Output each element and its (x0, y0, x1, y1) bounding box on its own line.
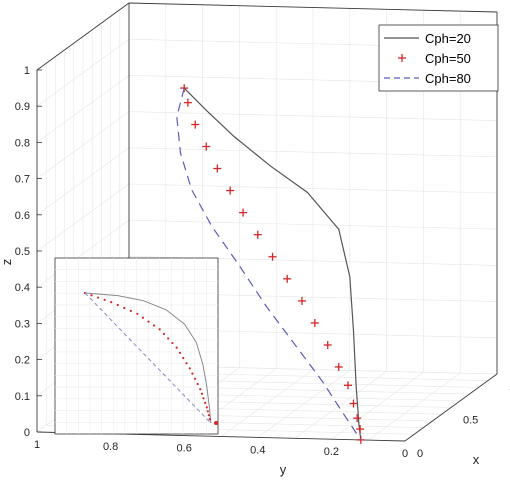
series-cph50-marker (268, 252, 277, 261)
x-tick-label: 0.5 (463, 415, 478, 427)
z-axis-label: z (0, 259, 14, 266)
y-tick-label: 0.4 (250, 444, 265, 456)
grid-line-floor-y (368, 372, 461, 441)
inset-cph50-marker (90, 294, 93, 297)
inset-cph50-marker (206, 410, 209, 413)
series-cph50-marker (239, 208, 248, 217)
legend: Cph=20 Cph=50 Cph=80 (378, 24, 499, 92)
inset-cph50-marker (182, 356, 185, 360)
legend-swatch-cph50 (398, 54, 406, 62)
legend-label-cph50: Cph=50 (425, 51, 471, 66)
series-cph50-marker (323, 340, 332, 349)
inset-plot (54, 257, 219, 435)
inset-cph50-marker (136, 312, 139, 315)
series-cph50-marker (202, 142, 211, 151)
x-tick-label: 0 (417, 448, 423, 460)
inset-cph50-marker (208, 418, 211, 421)
inset-cph50-marker (167, 337, 170, 340)
box-edge-top-side (128, 2, 498, 13)
inset-cph50-marker (205, 406, 208, 409)
z-tick-label: 0.8 (15, 137, 30, 149)
z-tick-label: 0.6 (15, 210, 30, 222)
inset-cph50-marker (97, 296, 100, 299)
series-cph50-marker (334, 362, 343, 371)
inset-cph50-marker (199, 388, 202, 391)
series-cph50-marker (191, 120, 200, 129)
series-cph50-marker (226, 186, 235, 195)
inset-cph50-marker (207, 414, 210, 417)
grid-line-floor-y (294, 371, 387, 439)
inset-cph50-marker (103, 298, 106, 301)
inset-cph50-marker (202, 397, 205, 400)
box-edge-top-back (36, 2, 130, 71)
series-cph20-line (183, 87, 362, 440)
series-cph50-marker (297, 296, 306, 305)
axis-edge-x (404, 373, 498, 442)
series-cph50-marker (343, 381, 352, 390)
y-axis-label: y (280, 462, 287, 477)
series-cph50-marker (213, 164, 222, 173)
inset-cph50-marker (196, 382, 199, 386)
inset-series (83, 291, 218, 425)
z-tick-label: 0.5 (15, 246, 30, 258)
series-cph50-marker (183, 98, 192, 107)
series-cph50-marker (283, 274, 292, 283)
z-tick-label: 1 (24, 65, 30, 77)
inset-grid (55, 258, 218, 434)
y-tick-label: 0 (402, 448, 408, 460)
inset-cph80-line (84, 292, 212, 424)
grid-line-floor-y (331, 371, 424, 440)
inset-cph50-marker (185, 362, 188, 365)
inset-cph50-marker (141, 316, 145, 319)
series-layer (176, 84, 365, 444)
z-tick-label: 0.3 (15, 318, 30, 330)
inset-cph50-marker (123, 306, 126, 310)
series-cph50-marker (356, 435, 365, 444)
series-cph50-marker (356, 425, 365, 434)
y-tick-label: 0.8 (103, 441, 118, 453)
legend-label-cph80: Cph=80 (425, 71, 471, 86)
grid-line-floor-y (257, 370, 350, 438)
series-cph80-line (176, 87, 362, 441)
y-tick-label: 1 (34, 439, 40, 451)
inset-cph50-marker (178, 351, 182, 354)
series-cph50-marker (353, 414, 362, 423)
inset-cph50-marker (204, 401, 207, 404)
series-cph50-marker (349, 399, 358, 408)
series-cph50-marker (180, 84, 189, 93)
y-tick-label: 0.6 (177, 443, 192, 455)
inset-cph50-marker (171, 341, 174, 345)
inset-cph50-marker (153, 324, 156, 327)
inset-cph50-marker (129, 309, 132, 312)
inset-cph50-marker (175, 346, 178, 349)
inset-cph50-marker (110, 301, 113, 304)
inset-cph50-marker (147, 320, 150, 323)
inset-endpoint-marker (214, 421, 218, 425)
inset-cph50-marker (188, 367, 191, 370)
inset-cph50-marker (162, 332, 166, 336)
inset-cph50-marker (158, 328, 161, 331)
inset-cph50-marker (116, 303, 119, 307)
inset-cph50-marker (200, 392, 204, 395)
legend-label-cph20: Cph=20 (425, 31, 471, 46)
inset-cph50-marker (193, 377, 197, 380)
z-tick-label: 0.4 (15, 282, 30, 294)
inset-cph50-marker (191, 372, 194, 375)
series-cph50-marker (253, 230, 262, 239)
tick-labels: 0 0.1 0.2 0.3 0.4 0.5 0.6 0.7 0.8 0.9 1 1 0.8 0.6 0.4 0… (15, 65, 510, 460)
x-axis-label: x (473, 452, 480, 467)
z-tick-label: 0.9 (15, 101, 30, 113)
y-tick-label: 0.2 (324, 446, 339, 458)
z-tick-label: 0 (24, 427, 30, 439)
grid-line-floor-y (220, 369, 314, 437)
series-cph50-marker (310, 318, 319, 327)
z-tick-label: 0.7 (15, 174, 30, 186)
z-tick-label: 0.1 (15, 391, 30, 403)
inset-cph20-line (84, 292, 212, 424)
z-tick-label: 0.2 (15, 355, 30, 367)
